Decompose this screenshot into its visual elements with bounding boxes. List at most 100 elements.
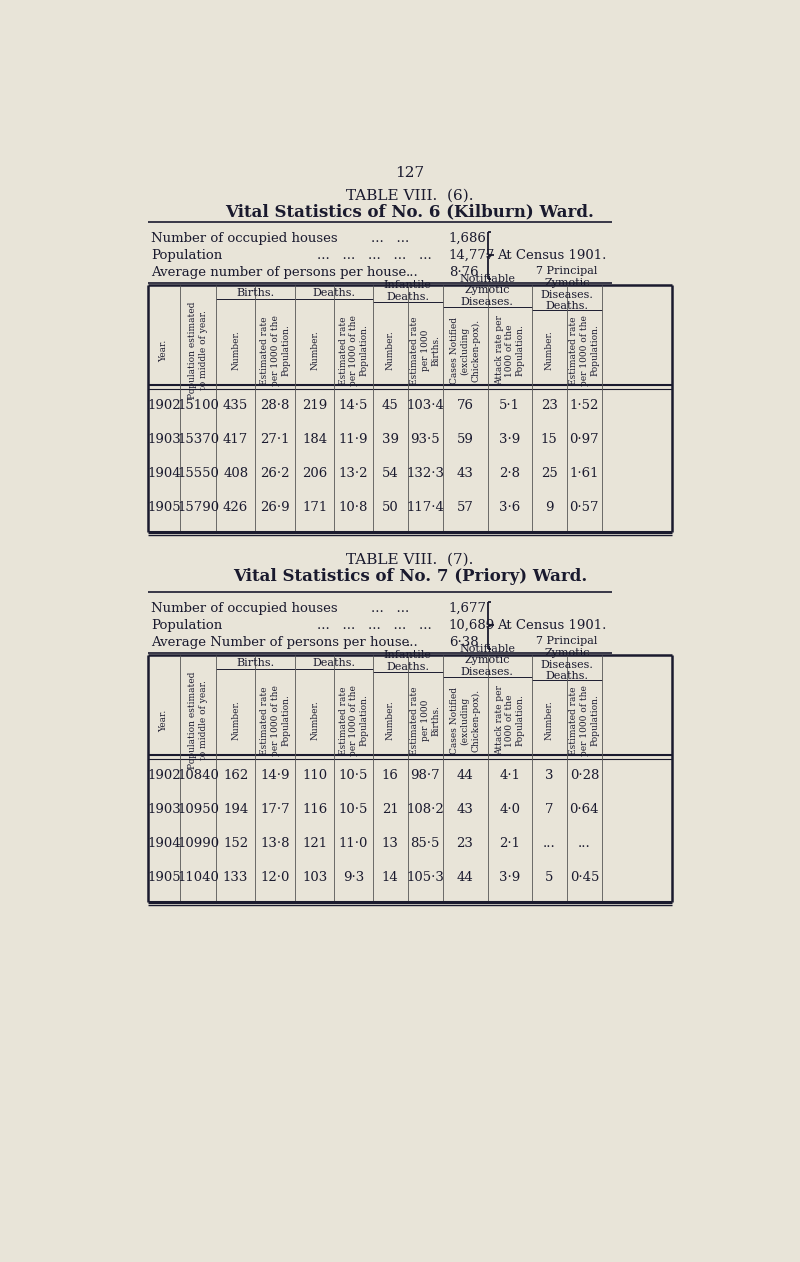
Text: 11040: 11040 (177, 871, 219, 885)
Text: 132·3: 132·3 (406, 467, 444, 480)
Text: Estimated rate
per 1000 of the
Population.: Estimated rate per 1000 of the Populatio… (570, 316, 599, 386)
Text: Estimated rate
per 1000
Births.: Estimated rate per 1000 Births. (410, 687, 440, 755)
Text: Estimated rate
per 1000 of the
Population.: Estimated rate per 1000 of the Populatio… (260, 685, 290, 756)
Text: Number.: Number. (386, 331, 394, 370)
Text: Attack rate per
1000 of the
Population.: Attack rate per 1000 of the Population. (494, 316, 525, 385)
Text: 0·28: 0·28 (570, 770, 599, 782)
Text: 3·9: 3·9 (499, 433, 520, 447)
Text: 0·97: 0·97 (570, 433, 599, 447)
Text: 162: 162 (223, 770, 248, 782)
Text: 417: 417 (223, 433, 248, 447)
Text: At Census 1901.: At Census 1901. (497, 618, 606, 632)
Text: Year.: Year. (159, 339, 169, 362)
Text: 3·6: 3·6 (499, 501, 520, 514)
Text: 10950: 10950 (177, 804, 219, 817)
Text: 108·2: 108·2 (406, 804, 444, 817)
Text: ...   ...: ... ... (371, 232, 410, 245)
Text: 117·4: 117·4 (406, 501, 444, 514)
Text: 14·9: 14·9 (260, 770, 290, 782)
Text: 426: 426 (223, 501, 248, 514)
Text: Births.: Births. (237, 658, 275, 668)
Text: Estimated rate
per 1000
Births.: Estimated rate per 1000 Births. (410, 317, 440, 385)
Text: 10840: 10840 (177, 770, 219, 782)
Text: 103·4: 103·4 (406, 400, 444, 413)
Text: Deaths.: Deaths. (313, 658, 355, 668)
Text: 28·8: 28·8 (261, 400, 290, 413)
Text: 116: 116 (302, 804, 327, 817)
Text: 1·52: 1·52 (570, 400, 599, 413)
Text: 1902: 1902 (147, 770, 181, 782)
Text: 44: 44 (457, 770, 474, 782)
Text: Deaths.: Deaths. (313, 288, 355, 298)
Text: 14: 14 (382, 871, 398, 885)
Text: 10·5: 10·5 (338, 804, 368, 817)
Text: 2·1: 2·1 (499, 837, 520, 851)
Text: 9: 9 (545, 501, 554, 514)
Text: 219: 219 (302, 400, 327, 413)
Text: 110: 110 (302, 770, 327, 782)
Text: 1·61: 1·61 (570, 467, 599, 480)
Text: 6·38: 6·38 (449, 636, 478, 649)
Text: 15550: 15550 (177, 467, 219, 480)
Text: 1904: 1904 (147, 837, 181, 851)
Text: ...: ... (542, 837, 555, 851)
Text: 1905: 1905 (147, 501, 181, 514)
Text: 11·9: 11·9 (338, 433, 368, 447)
Text: Notifiable
Zymotic
Diseases.: Notifiable Zymotic Diseases. (459, 644, 515, 676)
Text: 1904: 1904 (147, 467, 181, 480)
Text: 3·9: 3·9 (499, 871, 520, 885)
Text: 4·0: 4·0 (499, 804, 520, 817)
Text: 10990: 10990 (177, 837, 219, 851)
Text: 45: 45 (382, 400, 398, 413)
Text: 10·8: 10·8 (338, 501, 368, 514)
Text: 93·5: 93·5 (410, 433, 440, 447)
Text: 12·0: 12·0 (261, 871, 290, 885)
Text: 3: 3 (545, 770, 554, 782)
Text: 57: 57 (457, 501, 474, 514)
Text: 127: 127 (395, 167, 425, 180)
Text: 5·1: 5·1 (499, 400, 520, 413)
Text: Number.: Number. (545, 331, 554, 370)
Text: 14·5: 14·5 (338, 400, 368, 413)
Text: 103: 103 (302, 871, 327, 885)
Text: 184: 184 (302, 433, 327, 447)
Text: 15100: 15100 (177, 400, 219, 413)
Text: 7 Principal
Zymotic
Diseases.
Deaths.: 7 Principal Zymotic Diseases. Deaths. (536, 636, 598, 681)
Text: 435: 435 (223, 400, 248, 413)
Text: 0·45: 0·45 (570, 871, 599, 885)
Text: Attack rate per
1000 of the
Population.: Attack rate per 1000 of the Population. (494, 685, 525, 756)
Text: 1,686: 1,686 (449, 232, 486, 245)
Text: Number.: Number. (310, 700, 319, 741)
Text: ...   ...   ...   ...   ...: ... ... ... ... ... (317, 249, 432, 262)
Text: 206: 206 (302, 467, 327, 480)
Text: ...   ...: ... ... (371, 602, 410, 615)
Text: 23: 23 (541, 400, 558, 413)
Text: 14,777: 14,777 (449, 249, 495, 262)
Text: 408: 408 (223, 467, 248, 480)
Text: 133: 133 (223, 871, 248, 885)
Text: 15: 15 (541, 433, 558, 447)
Text: 23: 23 (457, 837, 474, 851)
Text: 105·3: 105·3 (406, 871, 444, 885)
Text: 59: 59 (457, 433, 474, 447)
Text: 0·64: 0·64 (570, 804, 599, 817)
Text: Vital Statistics of No. 6 (Kilburn) Ward.: Vital Statistics of No. 6 (Kilburn) Ward… (226, 203, 594, 220)
Text: 9·3: 9·3 (343, 871, 364, 885)
Text: Average Number of persons per house: Average Number of persons per house (151, 636, 410, 649)
Text: Notifiable
Zymotic
Diseases.: Notifiable Zymotic Diseases. (459, 274, 515, 307)
Text: 2·8: 2·8 (499, 467, 520, 480)
Text: 13: 13 (382, 837, 398, 851)
Text: Year.: Year. (159, 709, 169, 732)
Text: 13·2: 13·2 (338, 467, 368, 480)
Text: 7 Principal
Zymotic
Diseases.
Deaths.: 7 Principal Zymotic Diseases. Deaths. (536, 266, 598, 312)
Text: 26·2: 26·2 (260, 467, 290, 480)
Text: 85·5: 85·5 (410, 837, 440, 851)
Text: 0·57: 0·57 (570, 501, 599, 514)
Text: Number.: Number. (231, 700, 240, 741)
Text: 152: 152 (223, 837, 248, 851)
Text: TABLE VIII.  (7).: TABLE VIII. (7). (346, 553, 474, 567)
Text: Number.: Number. (231, 331, 240, 370)
Text: 25: 25 (541, 467, 558, 480)
Text: Estimated rate
per 1000 of the
Population.: Estimated rate per 1000 of the Populatio… (338, 316, 368, 386)
Text: 15790: 15790 (177, 501, 219, 514)
